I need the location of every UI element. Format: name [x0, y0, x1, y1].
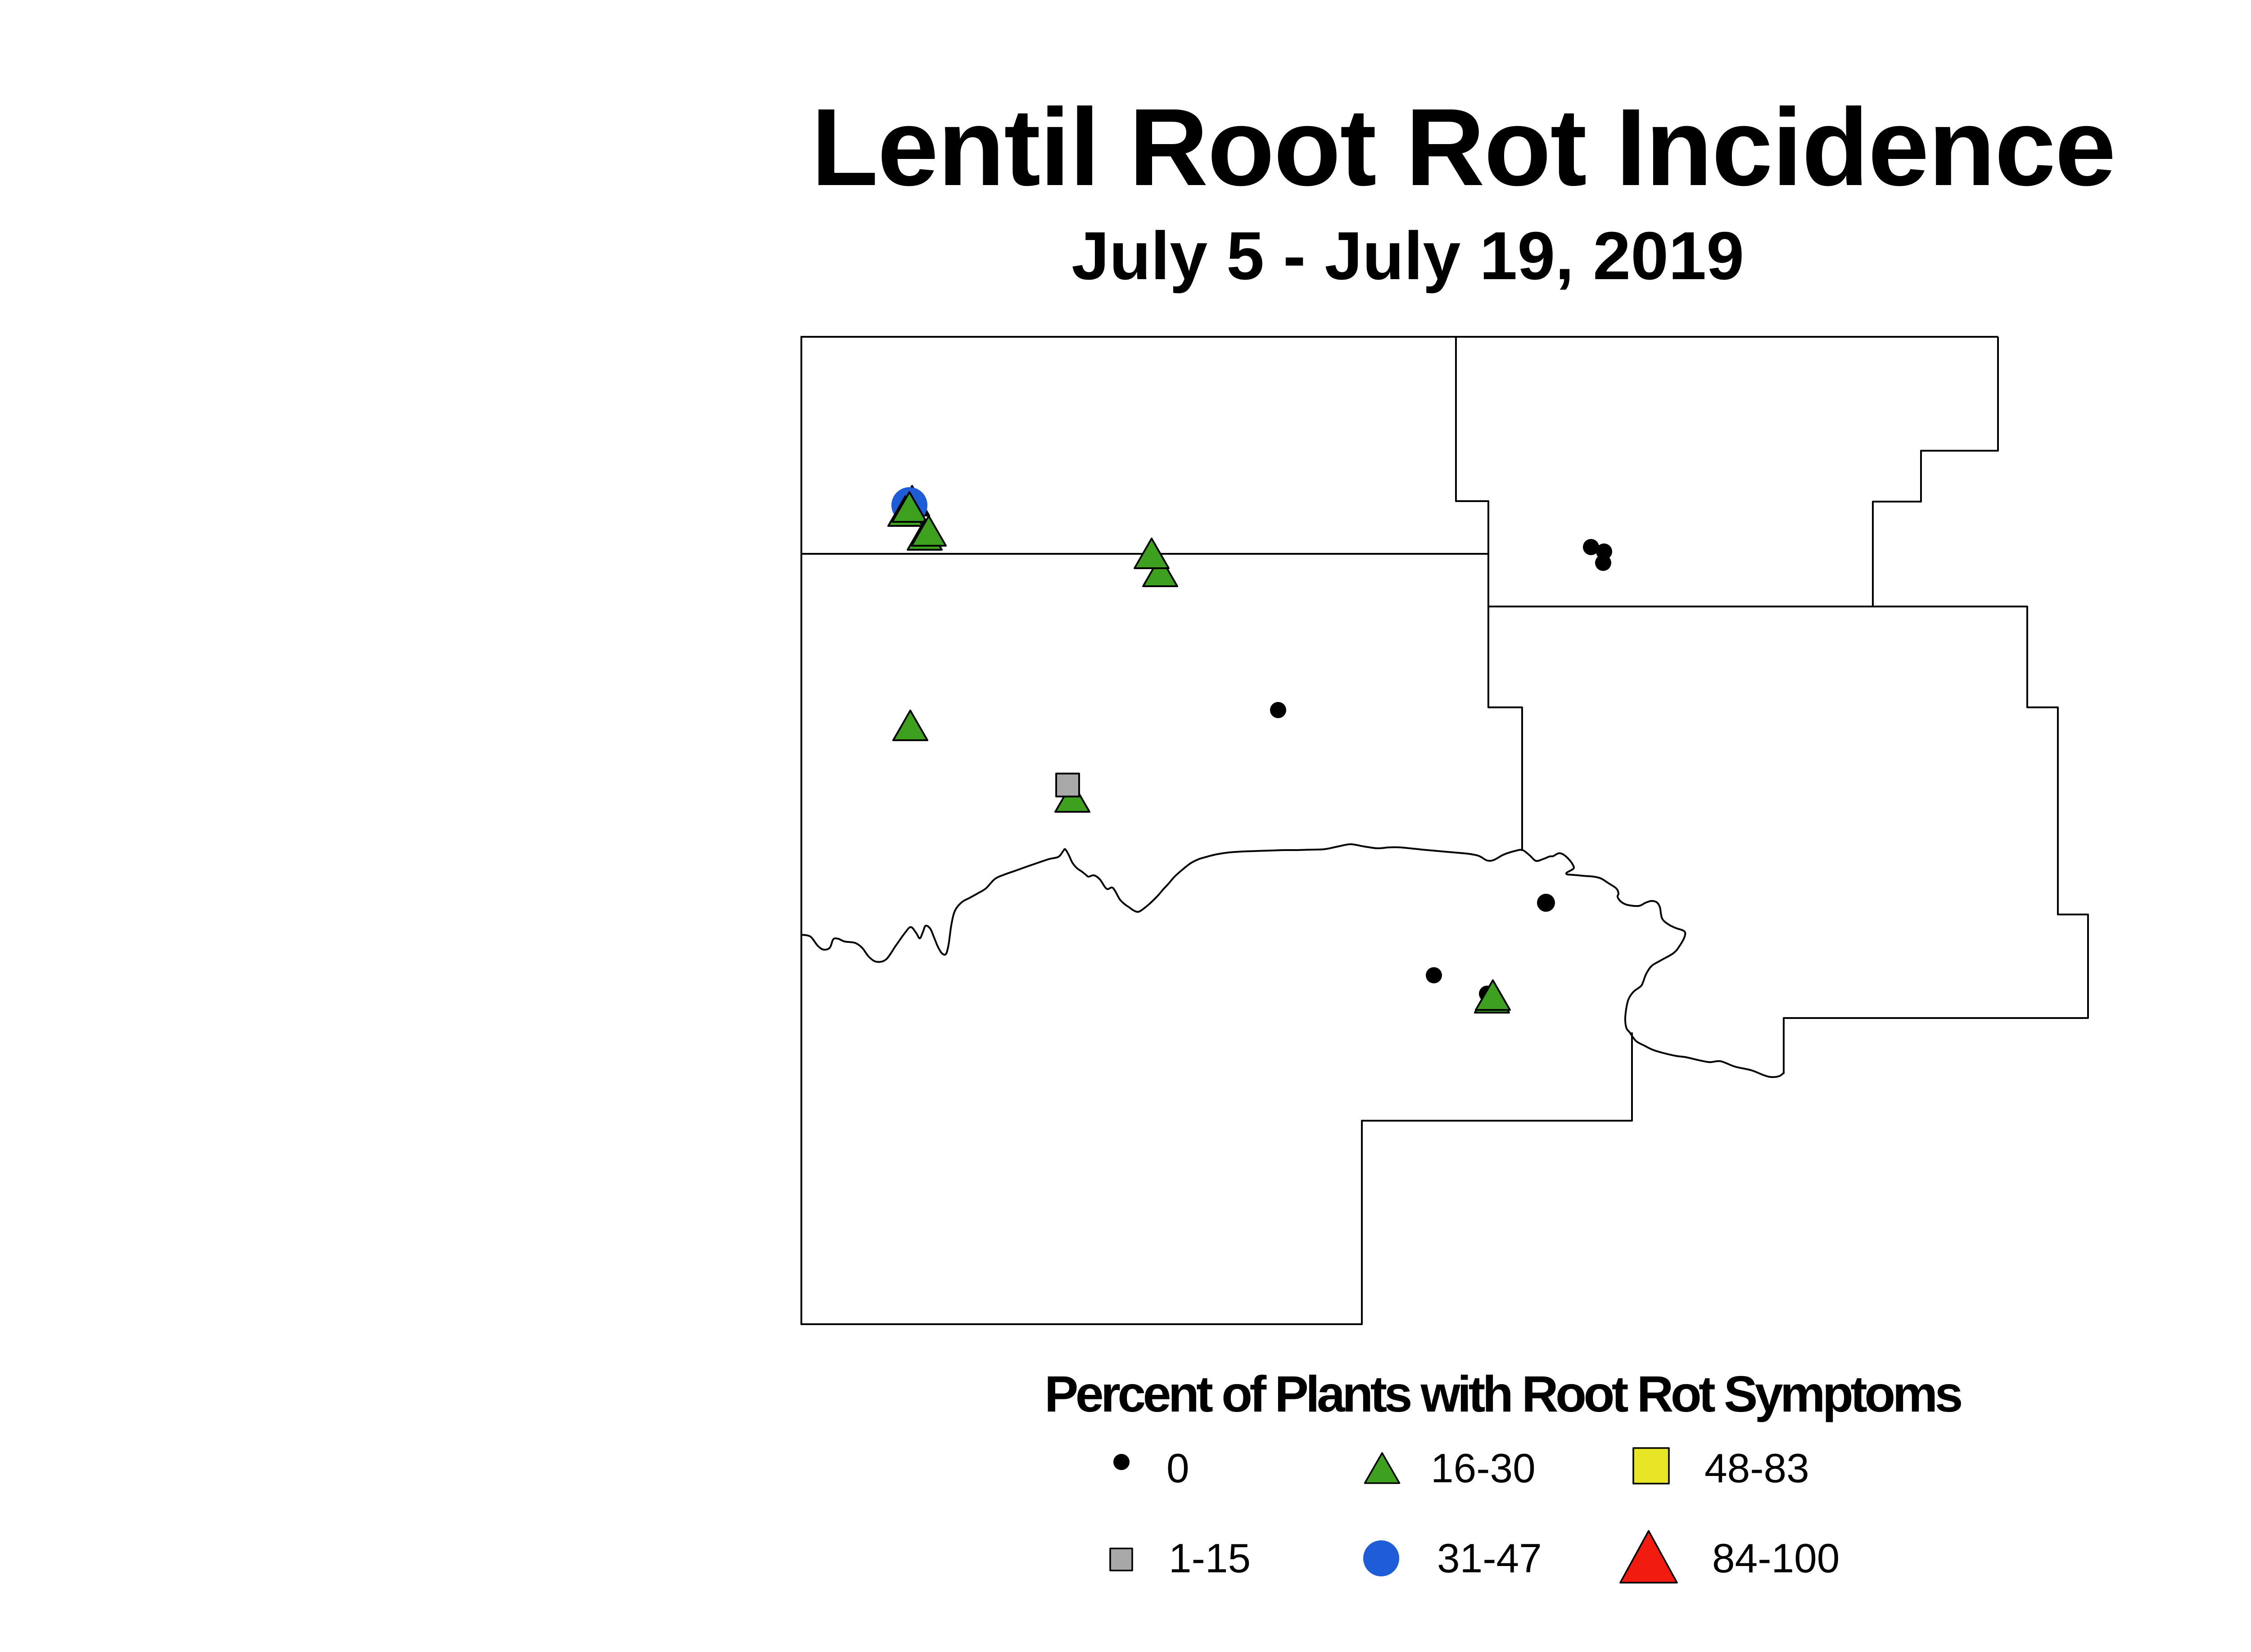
svg-text:84-100: 84-100	[1712, 1536, 1840, 1581]
svg-text:1-15: 1-15	[1169, 1536, 1251, 1581]
svg-text:48-83: 48-83	[1704, 1446, 1809, 1491]
svg-text:16-30: 16-30	[1431, 1446, 1536, 1491]
svg-text:0: 0	[1166, 1446, 1189, 1491]
svg-text:July 5 - July 19, 2019: July 5 - July 19, 2019	[1071, 217, 1744, 294]
svg-text:Lentil Root Rot Incidence: Lentil Root Rot Incidence	[811, 86, 2115, 208]
svg-text:31-47: 31-47	[1437, 1536, 1542, 1581]
svg-text:Percent of Plants with Root Ro: Percent of Plants with Root Rot Symptoms	[1044, 1366, 1962, 1422]
